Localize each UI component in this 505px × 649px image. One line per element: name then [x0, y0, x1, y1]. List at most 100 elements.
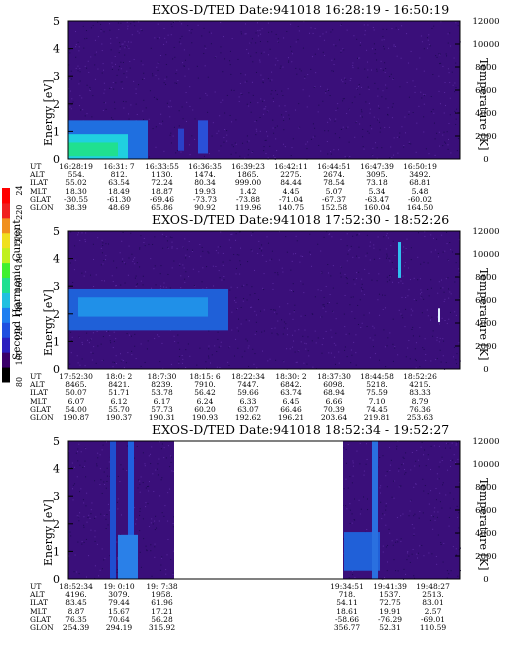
noise-pixel	[269, 48, 271, 50]
noise-pixel	[116, 285, 118, 287]
noise-pixel	[404, 469, 406, 471]
noise-pixel	[362, 128, 364, 130]
noise-pixel	[96, 331, 98, 333]
noise-pixel	[399, 132, 401, 134]
noise-pixel	[315, 72, 317, 74]
noise-pixel	[438, 281, 440, 283]
noise-pixel	[419, 57, 421, 59]
ephemeris-value: 6.66	[325, 396, 343, 406]
noise-pixel	[357, 234, 359, 236]
noise-pixel	[282, 360, 284, 362]
noise-pixel	[353, 341, 355, 343]
noise-pixel	[125, 101, 127, 103]
noise-pixel	[273, 132, 275, 134]
noise-pixel	[81, 341, 83, 343]
temperature-axis-label: Temperature [K]	[477, 268, 490, 361]
noise-pixel	[404, 116, 406, 118]
noise-pixel	[145, 107, 147, 109]
noise-pixel	[453, 356, 455, 358]
noise-pixel	[106, 467, 108, 469]
noise-pixel	[221, 279, 223, 281]
noise-pixel	[343, 98, 345, 100]
ephemeris-value: 19: 0:10	[103, 582, 135, 591]
noise-pixel	[380, 501, 382, 503]
colorbar-swatch	[2, 367, 10, 383]
noise-pixel	[120, 284, 122, 286]
noise-pixel	[152, 73, 154, 75]
noise-pixel	[397, 152, 399, 154]
noise-pixel	[288, 61, 290, 63]
noise-pixel	[421, 41, 423, 43]
noise-pixel	[177, 342, 179, 344]
noise-pixel	[152, 128, 154, 130]
noise-pixel	[271, 328, 273, 330]
noise-pixel	[409, 561, 411, 563]
noise-pixel	[173, 260, 175, 262]
noise-pixel	[68, 88, 70, 90]
ephemeris-label: ALT	[30, 590, 45, 600]
noise-pixel	[86, 37, 88, 39]
noise-pixel	[398, 470, 400, 472]
noise-pixel	[116, 569, 118, 571]
noise-pixel	[99, 454, 101, 456]
noise-pixel	[91, 359, 93, 361]
noise-pixel	[215, 265, 217, 267]
noise-pixel	[414, 91, 416, 93]
noise-pixel	[159, 123, 161, 125]
noise-pixel	[354, 577, 356, 579]
noise-pixel	[278, 259, 280, 261]
noise-pixel	[328, 118, 330, 120]
noise-pixel	[292, 318, 294, 320]
noise-pixel	[432, 73, 434, 75]
ephemeris-label: UT	[30, 582, 42, 591]
noise-pixel	[108, 23, 110, 25]
noise-pixel	[150, 453, 152, 455]
noise-pixel	[139, 480, 141, 482]
noise-pixel	[271, 79, 273, 81]
noise-pixel	[78, 443, 80, 445]
ephemeris-column: 19:41:39 1537. 72.75 19.91 -76.29 52.31	[370, 582, 410, 632]
noise-pixel	[385, 475, 387, 477]
noise-pixel	[220, 52, 222, 54]
noise-pixel	[94, 64, 96, 66]
noise-pixel	[217, 252, 219, 254]
noise-pixel	[429, 45, 431, 47]
noise-pixel	[267, 135, 269, 137]
noise-pixel	[154, 236, 156, 238]
noise-pixel	[425, 465, 427, 467]
noise-pixel	[384, 346, 386, 348]
noise-pixel	[401, 25, 403, 27]
noise-pixel	[267, 41, 269, 43]
noise-pixel	[314, 135, 316, 137]
noise-pixel	[391, 106, 393, 108]
colorbar-tick: 180	[15, 253, 24, 268]
noise-pixel	[252, 94, 254, 96]
noise-pixel	[448, 516, 450, 518]
noise-pixel	[452, 546, 454, 548]
noise-pixel	[111, 117, 113, 119]
noise-pixel	[181, 35, 183, 37]
noise-pixel	[420, 446, 422, 448]
ephemeris-value: 119.96	[234, 203, 262, 213]
ephemeris-column: 16:31: 7 812. 63.54 18.49 -61.30 48.69	[99, 162, 139, 212]
ephemeris-value: 7447.	[237, 380, 259, 390]
noise-pixel	[176, 150, 178, 152]
noise-pixel	[122, 87, 124, 89]
noise-pixel	[170, 142, 172, 144]
noise-pixel	[344, 326, 346, 328]
noise-pixel	[216, 132, 218, 134]
noise-pixel	[449, 311, 451, 313]
noise-pixel	[181, 362, 183, 364]
noise-pixel	[439, 54, 441, 56]
colorbar-swatch	[2, 202, 10, 219]
noise-pixel	[281, 267, 283, 269]
noise-pixel	[312, 136, 314, 138]
noise-pixel	[110, 42, 112, 44]
noise-pixel	[240, 306, 242, 308]
noise-pixel	[75, 46, 77, 48]
noise-pixel	[329, 95, 331, 97]
noise-pixel	[69, 49, 71, 51]
noise-pixel	[384, 72, 386, 74]
noise-pixel	[133, 21, 135, 23]
noise-pixel	[133, 80, 135, 82]
